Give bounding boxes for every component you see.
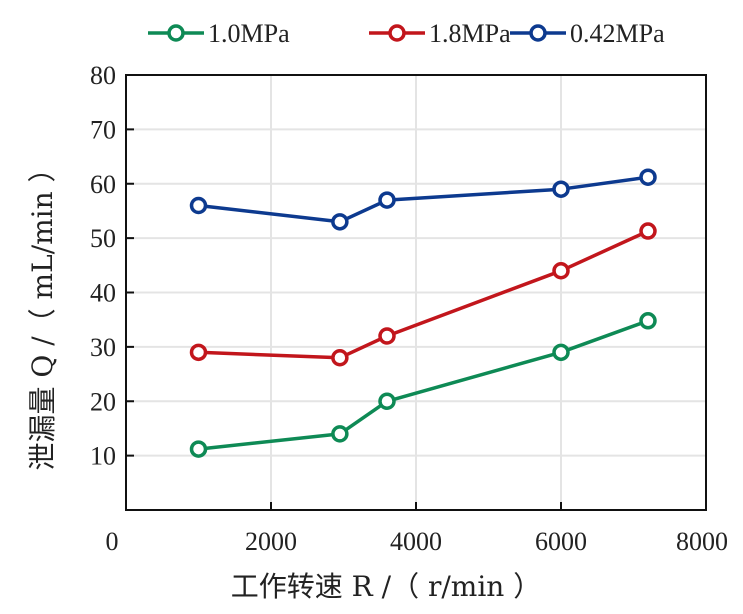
data-point: [331, 349, 349, 367]
legend-marker: [388, 24, 406, 42]
legend-item: 1.0MPa: [148, 19, 290, 48]
legend-label: 1.0MPa: [208, 19, 290, 48]
legend-marker: [529, 24, 547, 42]
x-axis-title: 工作转速 R /（ r/min ）: [231, 570, 541, 603]
y-tick-label: 30: [90, 333, 116, 362]
x-tick-label: 8000: [676, 527, 728, 556]
data-point: [552, 343, 570, 362]
data-point: [378, 392, 396, 410]
series-1.0MPa: [189, 312, 657, 458]
grid-lines: [126, 74, 706, 510]
data-point: [552, 262, 570, 280]
y-tick-label: 20: [90, 387, 116, 416]
data-point: [189, 440, 208, 458]
data-point: [189, 343, 208, 362]
series-0.42MPa: [189, 168, 657, 231]
series-1.8MPa: [189, 222, 657, 367]
axis-ticks: 10 20 30 40 50 60 70 80 0 2000 4000 6000 8000: [90, 61, 728, 556]
legend-label: 1.8MPa: [429, 19, 511, 48]
data-point: [189, 196, 208, 215]
x-tick-label: 0: [106, 527, 119, 556]
data-point: [331, 425, 349, 443]
series-line: [198, 319, 649, 451]
data-point: [639, 222, 657, 240]
data-point: [639, 168, 657, 186]
y-tick-label: 80: [90, 61, 116, 90]
data-point: [331, 213, 349, 231]
data-point: [639, 312, 657, 330]
y-axis-title: 泄漏量 Q /（ mL/min ）: [26, 154, 59, 470]
legend-item: 0.42MPa: [510, 19, 665, 48]
y-tick-label: 10: [90, 442, 116, 471]
x-tick-label: 6000: [535, 527, 587, 556]
data-series: [189, 168, 657, 458]
legend-marker: [167, 24, 185, 42]
y-tick-label: 50: [90, 224, 116, 253]
data-point: [378, 327, 396, 345]
x-tick-label: 2000: [245, 527, 297, 556]
series-line: [198, 229, 649, 360]
x-tick-label: 4000: [390, 527, 442, 556]
legend-item: 1.8MPa: [369, 19, 511, 48]
legend-label: 0.42MPa: [570, 19, 665, 48]
data-point: [552, 180, 570, 198]
legend: 1.0MPa 1.8MPa 0.42MPa: [148, 19, 665, 48]
data-point: [378, 191, 396, 209]
y-tick-label: 60: [90, 170, 116, 199]
y-tick-label: 70: [90, 115, 116, 144]
y-tick-label: 40: [90, 279, 116, 308]
